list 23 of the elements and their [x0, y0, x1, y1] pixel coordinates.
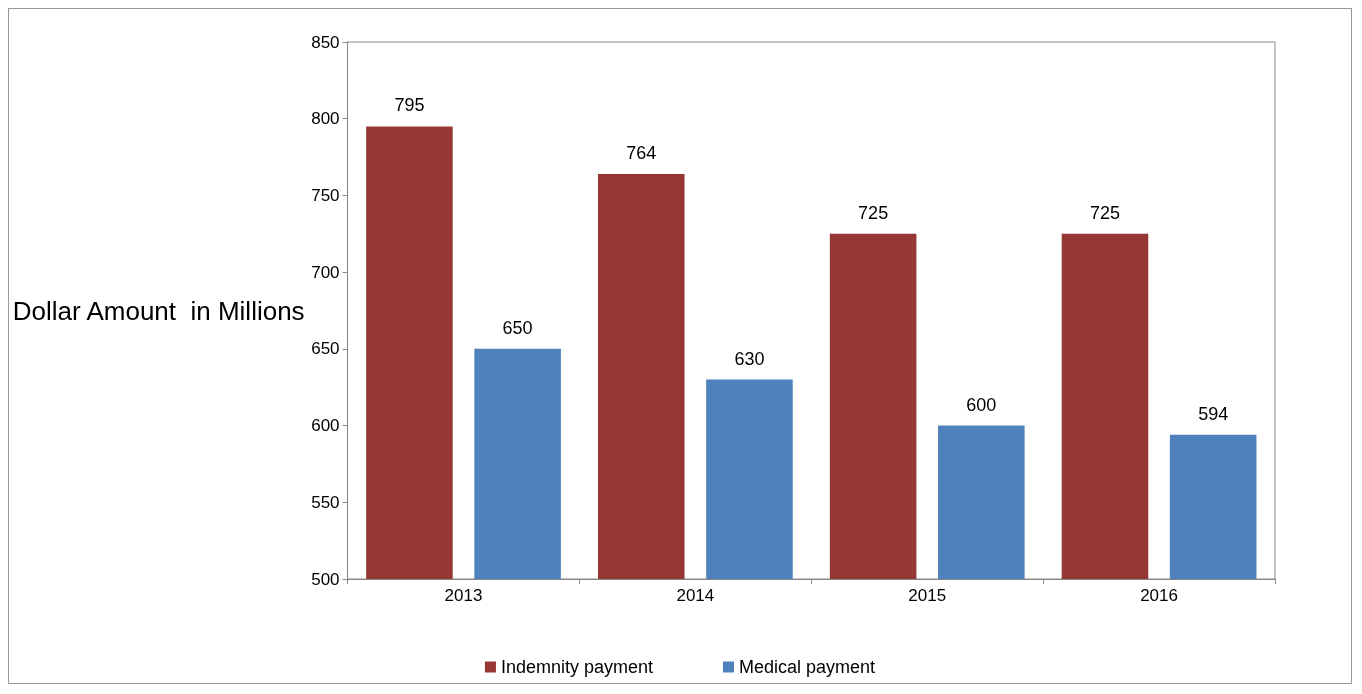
data-label: 594 [1198, 403, 1229, 424]
data-label: 650 [502, 317, 533, 338]
legend-label: Medical payment [739, 657, 876, 677]
y-tick-label: 750 [311, 185, 340, 205]
y-tick-label: 850 [311, 32, 340, 52]
data-label: 795 [394, 95, 425, 116]
x-tick-label: 2015 [908, 586, 947, 605]
x-tick-label: 2014 [676, 586, 715, 605]
y-axis-title: Dollar Amount in Millions [12, 295, 305, 326]
x-tick-label: 2016 [1140, 586, 1178, 605]
legend-label: Indemnity payment [500, 657, 654, 677]
data-label: 725 [858, 202, 889, 223]
y-tick-label: 600 [311, 416, 340, 436]
data-label: 764 [626, 142, 657, 163]
x-tick-label: 2013 [444, 586, 483, 605]
y-tick-label: 550 [311, 492, 340, 512]
data-label: 600 [966, 394, 997, 415]
y-tick-label: 500 [311, 569, 340, 589]
y-tick-label: 650 [311, 339, 340, 359]
y-tick-label: 800 [311, 109, 340, 129]
data-label: 630 [734, 348, 765, 369]
data-label: 725 [1089, 202, 1120, 223]
y-tick-label: 700 [311, 262, 340, 282]
